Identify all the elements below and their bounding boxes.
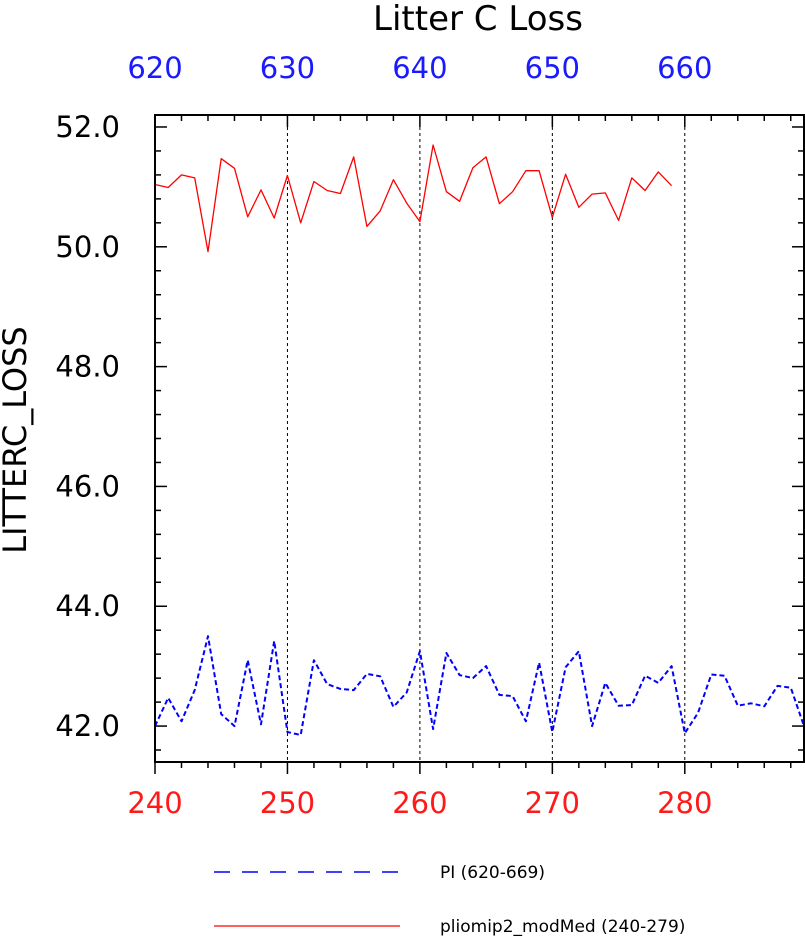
x-bottom-tick-label: 250 [260, 786, 315, 820]
x-bottom-tick-label: 280 [657, 786, 712, 820]
y-tick-label: 50.0 [55, 230, 120, 264]
y-tick-label: 44.0 [55, 589, 120, 623]
y-tick-label: 48.0 [55, 350, 120, 384]
legend: PI (620-669) pliomip2_modMed (240-279) [214, 863, 685, 936]
y-axis-label: LITTERC_LOSS [0, 326, 34, 554]
chart-title: Litter C Loss [373, 0, 583, 39]
series-line-pliomip2-modmed [154, 144, 673, 253]
legend-label: PI (620-669) [440, 863, 545, 883]
axes: 42.0 44.0 46.0 48.0 50.0 52.0 240 250 260 270 280 6… [55, 51, 804, 820]
y-tick-label: 52.0 [55, 110, 120, 144]
x-top-tick-label: 630 [260, 51, 315, 85]
y-tick-label: 42.0 [55, 709, 120, 743]
x-top-tick-label: 640 [392, 51, 447, 85]
x-bottom-tick-label: 270 [525, 786, 580, 820]
x-bottom-tick-label: 260 [392, 786, 447, 820]
legend-label: pliomip2_modMed (240-279) [440, 917, 685, 936]
y-tick-label: 46.0 [55, 469, 120, 503]
series-layer [154, 144, 805, 736]
vertical-grid-lines [286, 115, 686, 762]
x-top-tick-label: 660 [657, 51, 712, 85]
x-top-tick-label: 620 [127, 51, 182, 85]
x-bottom-tick-label: 240 [127, 786, 182, 820]
plot-frame [154, 114, 805, 763]
x-top-tick-label: 650 [525, 51, 580, 85]
series-line-pi [154, 635, 805, 736]
